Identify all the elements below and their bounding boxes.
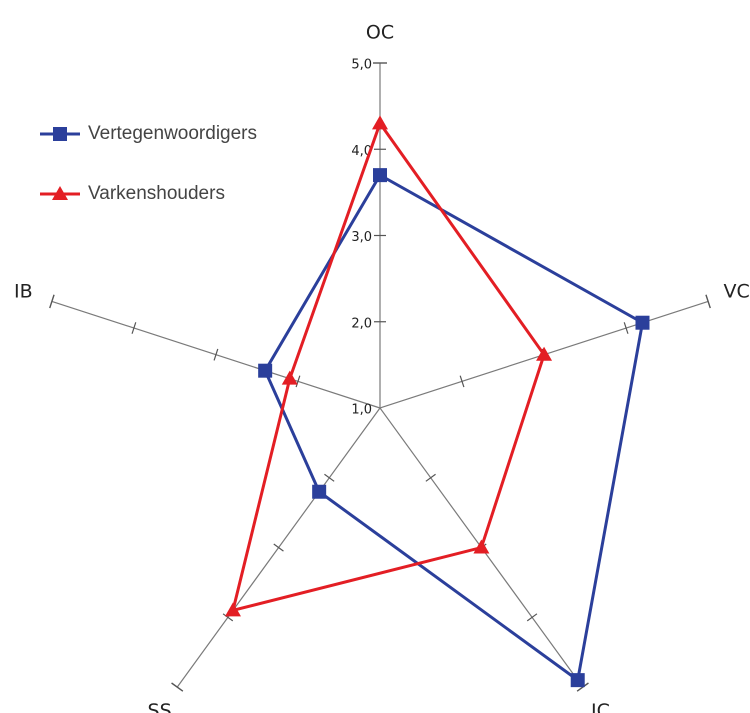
axis-label-oc: OC [366,22,394,44]
tick-label: 1,0 [351,403,372,418]
data-point-vertegenwoordigers-vc [635,315,650,330]
tick-label: 3,0 [351,230,372,245]
axis-tick [131,322,137,334]
axis-tick [459,375,465,388]
data-point-vertegenwoordigers-oc [373,168,387,183]
data-point-vertegenwoordigers-ic [570,673,585,688]
tick-label: 4,0 [351,144,372,159]
axis-endcap [49,294,55,309]
legend-label-vertegenwoordigers: Vertegenwoordigers [88,123,257,144]
axis-tick [324,473,335,482]
legend-marker-vertegenwoordigers [53,127,67,141]
legend: Vertegenwoordigers Varkenshouders [40,123,257,204]
axis-label-vc: VC [724,281,750,303]
series-line-varkenshouders [230,120,546,613]
axis-tick [295,375,301,388]
legend-label-varkenshouders: Varkenshouders [88,183,225,204]
axis-tick [425,473,436,482]
axis-endcap [171,682,184,692]
data-point-varkenshouders-oc [372,115,388,130]
data-point-varkenshouders-ss [224,602,241,617]
data-point-vertegenwoordigers-ib [258,363,273,378]
data-point-varkenshouders-ib [281,370,298,385]
data-point-varkenshouders-vc [536,346,553,361]
axis-label-ss: SS [148,700,172,713]
tick-label: 5,0 [351,58,372,73]
tick-label: 2,0 [351,316,372,331]
series-line-vertegenwoordigers [263,173,645,683]
axis-tick [273,543,284,552]
data-point-vertegenwoordigers-ss [312,484,327,499]
radar-series [224,115,650,688]
data-point-varkenshouders-ic [473,539,490,554]
legend-marker-varkenshouders [52,186,68,200]
axis-label-ib: IB [14,281,33,303]
axis-tick [222,613,234,622]
axis-label-ic: IC [591,700,610,713]
axis-tick [623,322,629,334]
axis-tick [213,348,219,361]
axis-endcap [705,294,711,309]
axis-tick [526,613,538,622]
